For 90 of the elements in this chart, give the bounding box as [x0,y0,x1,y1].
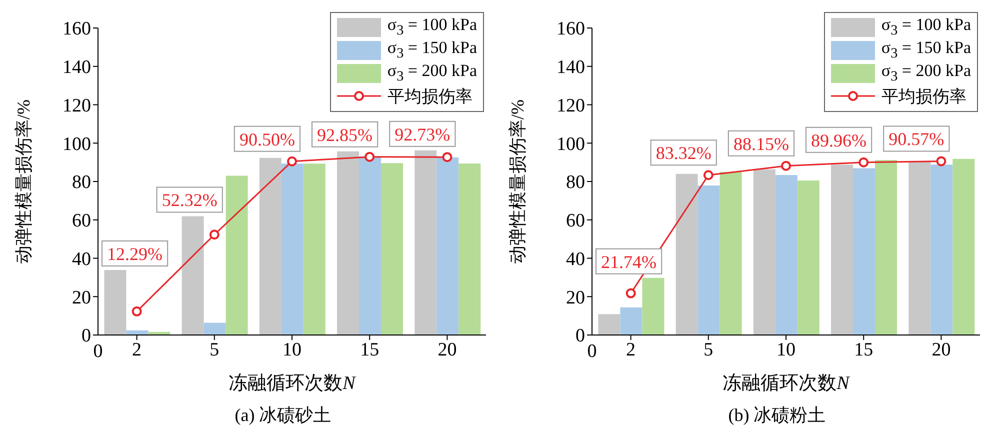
y-tick-label: 40 [566,248,585,270]
y-tick-label: 20 [566,287,585,308]
bar [775,174,798,335]
legend-label: σ$_{3}$ = 150 kPa [387,38,477,63]
y-tick-label: 20 [72,287,91,308]
legend-label: σ$_{3}$ = 100 kPa [881,15,971,40]
data-label: 88.15% [733,134,789,154]
bar [226,176,248,335]
point [287,156,297,166]
point [781,160,791,171]
y-tick-label: 0 [576,326,585,347]
y-tick-label: 160 [62,18,91,40]
y-axis-title: 动弹性模量损伤率/% [13,100,34,264]
bar [436,157,459,335]
point [364,152,375,162]
y-axis-title: 动弹性模量损伤率/% [507,100,528,264]
data-label: 92.85% [317,124,373,145]
bar [598,314,620,335]
bar [259,158,282,335]
data-label: 92.73% [394,124,450,144]
legend-label: σ$_{3}$ = 100 kPa [387,15,477,40]
bar [458,163,481,335]
point [626,288,636,298]
bar [337,151,360,335]
bar [930,164,953,335]
legend-label: 平均损伤率 [387,86,472,108]
point [703,170,714,180]
y-tick-label: 0 [82,326,91,347]
y-tick-label: 60 [72,210,91,232]
x-tick-label: 20 [438,339,457,360]
point [209,230,220,240]
x-tick-label: 15 [360,339,380,360]
bar [952,158,975,335]
bar [720,172,742,335]
bar [620,307,642,335]
y-tick-label: 80 [566,172,585,194]
y-tick-label: 140 [556,57,585,78]
x-tick-label: 5 [704,339,714,360]
bar [831,164,854,335]
data-label: 52.32% [162,190,218,210]
x-axis-title: 冻融循环次数N [722,373,851,394]
legend-label: σ$_{3}$ = 150 kPa [881,38,971,63]
bar [797,180,820,335]
x-tick-label: 10 [282,339,302,360]
y-tick-label: 40 [72,248,91,270]
bar [642,278,664,335]
y-tick-label: 120 [556,95,585,116]
bar [104,270,126,335]
y-tick-label: 140 [62,57,91,78]
x-tick-label: 2 [132,339,142,360]
text: (a) 冰碛砂土 [234,404,332,427]
bar [204,322,226,335]
bar [381,163,404,335]
x-tick-label: 20 [932,339,951,360]
y-tick-label: 120 [62,95,91,116]
legend-label: σ$_{3}$ = 200 kPa [387,61,477,86]
bar [875,160,898,335]
bar [753,169,776,335]
y-tick-label: 100 [556,134,585,155]
bar [182,216,204,335]
y-tick-label: 80 [72,172,91,194]
bar [676,174,698,335]
point [858,157,869,168]
x-tick-label: 10 [776,339,796,360]
data-label: 12.29% [107,244,163,264]
x-tick-label: 2 [626,339,636,360]
x-tick-label: 15 [854,339,874,360]
bar [414,150,437,335]
data-label: 89.96% [811,130,867,150]
bar [359,156,382,335]
bar [908,162,931,335]
legend-label: 平均损伤率 [881,86,966,108]
legend-label: σ$_{3}$ = 200 kPa [881,61,971,86]
y-tick-label: 160 [556,18,585,40]
point [442,152,452,162]
y-tick-label: 60 [566,210,585,232]
bar [303,164,326,335]
bar [281,164,304,335]
bar [698,186,720,335]
point [132,306,142,316]
text: (b) 冰碛粉土 [727,404,827,427]
x-tick-label: 5 [210,339,220,360]
data-label: 83.32% [656,143,712,164]
data-label: 90.57% [888,129,944,150]
y-tick-label: 100 [62,134,91,155]
point [936,156,946,166]
bar [853,168,876,335]
data-label: 21.74% [601,252,657,272]
x-axis-title: 冻融循环次数N [228,373,357,394]
data-label: 90.50% [239,129,295,150]
